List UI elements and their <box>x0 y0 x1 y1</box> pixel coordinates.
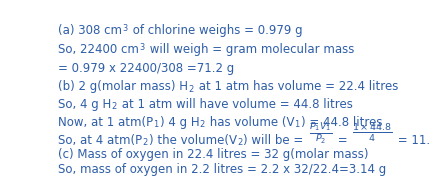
Text: $_2$: $_2$ <box>142 135 149 148</box>
Text: $\frac{P_1V_1}{P_2}$: $\frac{P_1V_1}{P_2}$ <box>309 120 332 146</box>
Text: $_1$: $_1$ <box>153 117 160 130</box>
Text: $_2$: $_2$ <box>237 135 243 148</box>
Text: $_2$: $_2$ <box>188 81 195 94</box>
Text: $_2$: $_2$ <box>200 117 206 130</box>
Text: ) = 44.8 litres: ) = 44.8 litres <box>301 116 383 129</box>
Text: (a) 308 cm: (a) 308 cm <box>58 24 122 37</box>
Text: ) the volume(V: ) the volume(V <box>149 133 237 146</box>
Text: ) 4 g H: ) 4 g H <box>160 116 200 129</box>
Text: (b) 2 g(molar mass) H: (b) 2 g(molar mass) H <box>58 80 188 93</box>
Text: = 11.2 litres: = 11.2 litres <box>394 133 430 146</box>
Text: So, at 4 atm(P: So, at 4 atm(P <box>58 133 142 146</box>
Text: has volume (V: has volume (V <box>206 116 295 129</box>
Text: Now, at 1 atm(P: Now, at 1 atm(P <box>58 116 153 129</box>
Text: So, mass of oxygen in 2.2 litres = 2.2 x 32/22.4=3.14 g: So, mass of oxygen in 2.2 litres = 2.2 x… <box>58 163 386 176</box>
Text: at 1 atm will have volume = 44.8 litres: at 1 atm will have volume = 44.8 litres <box>118 98 353 111</box>
Text: of chlorine weighs = 0.979 g: of chlorine weighs = 0.979 g <box>129 24 302 37</box>
Text: ) will be =: ) will be = <box>243 133 307 146</box>
Text: $\frac{1\times44.8}{4}$: $\frac{1\times44.8}{4}$ <box>352 122 393 144</box>
Text: So, 4 g H: So, 4 g H <box>58 98 111 111</box>
Text: (c) Mass of oxygen in 22.4 litres = 32 g(molar mass): (c) Mass of oxygen in 22.4 litres = 32 g… <box>58 148 369 161</box>
Text: = 0.979 x 22400/308 =71.2 g: = 0.979 x 22400/308 =71.2 g <box>58 62 234 75</box>
Text: $^3$: $^3$ <box>122 24 129 37</box>
Text: So, 22400 cm: So, 22400 cm <box>58 43 139 56</box>
Text: $_1$: $_1$ <box>295 117 301 130</box>
Text: $^3$: $^3$ <box>139 43 146 56</box>
Text: =: = <box>334 133 351 146</box>
Text: at 1 atm has volume = 22.4 litres: at 1 atm has volume = 22.4 litres <box>195 80 398 93</box>
Text: $_2$: $_2$ <box>111 100 118 113</box>
Text: will weigh = gram molecular mass: will weigh = gram molecular mass <box>146 43 354 56</box>
